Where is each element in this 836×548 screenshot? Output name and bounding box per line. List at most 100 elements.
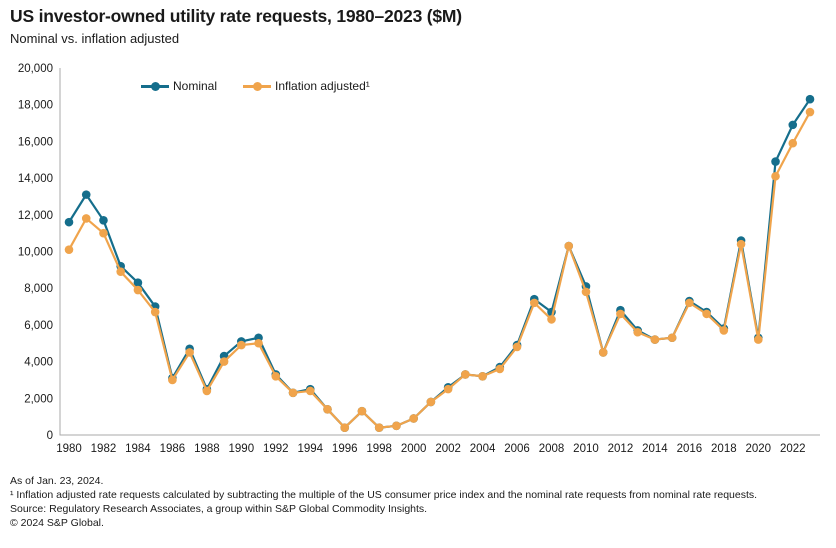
inflation-adjusted-data-point: [392, 421, 401, 431]
inflation-adjusted-data-point: [788, 138, 798, 148]
inflation-adjusted-data-point: [202, 386, 212, 396]
nominal-data-point: [99, 216, 108, 225]
x-tick-label: 1986: [160, 443, 186, 455]
y-tick-label: 0: [47, 430, 53, 442]
inflation-adjusted-data-point: [81, 214, 91, 223]
inflation-adjusted-data-point: [271, 371, 281, 381]
inflation-adjusted-data-point: [547, 315, 556, 324]
inflation-adjusted-data-point: [616, 309, 625, 319]
inflation-adjusted-data-point: [719, 326, 729, 335]
y-tick-label: 8,000: [24, 283, 53, 295]
legend-item-nominal: Nominal: [141, 79, 217, 93]
y-tick-label: 10,000: [18, 247, 53, 259]
legend: Nominal Inflation adjusted¹: [141, 79, 370, 93]
nominal-data-point: [64, 217, 74, 227]
x-tick-label: 1994: [297, 443, 323, 455]
y-tick-label: 18,000: [18, 100, 53, 112]
inflation-adjusted-data-point: [495, 364, 505, 374]
x-tick-label: 1990: [229, 443, 255, 455]
y-tick-label: 6,000: [24, 320, 53, 332]
nominal-series-line: [68, 98, 811, 429]
inflation-adjusted-data-point: [478, 371, 487, 381]
inflation-adjusted-data-point: [288, 388, 298, 398]
inflation-adjusted-data-point: [323, 405, 332, 414]
copyright-line: © 2024 S&P Global.: [10, 517, 104, 529]
chart-subtitle: Nominal vs. inflation adjusted: [10, 31, 180, 46]
axis-lines: [59, 68, 820, 436]
legend-label-nominal: Nominal: [173, 79, 218, 93]
inflation-adjusted-data-point: [685, 298, 694, 308]
chart-title: US investor-owned utility rate requests,…: [10, 6, 462, 26]
inflation-adjusted-data-point: [512, 342, 522, 352]
x-tick-label: 1998: [366, 443, 392, 455]
inflation-adjusted-data-point: [771, 171, 780, 181]
inflation-adjusted-data-point: [667, 333, 677, 343]
y-tick-label: 20,000: [18, 63, 53, 75]
nominal-data-point: [133, 278, 143, 287]
inflation-adjusted-series-swatch-icon: [243, 81, 272, 91]
inflation-adjusted-data-point: [374, 423, 384, 432]
inflation-adjusted-data-point: [133, 285, 143, 295]
x-tick-label: 1988: [194, 443, 220, 455]
x-tick-label: 2014: [642, 443, 668, 455]
footer-notes: As of Jan. 23, 2024. ¹ Inflation adjuste…: [10, 474, 757, 530]
y-tick-label: 2,000: [24, 393, 53, 405]
inflation-adjusted-data-point: [529, 298, 539, 308]
inflation-adjusted-data-point: [426, 397, 436, 407]
legend-item-inflation-adjusted: Inflation adjusted¹: [243, 79, 370, 93]
x-tick-label: 1984: [125, 443, 151, 455]
inflation-adjusted-data-point: [357, 406, 367, 416]
inflation-adjusted-data-point: [443, 384, 453, 394]
inflation-adjusted-data-point: [99, 228, 108, 238]
inflation-adjusted-data-point: [633, 327, 642, 337]
x-tick-label: 2022: [780, 443, 806, 455]
inflation-adjusted-data-point: [564, 241, 574, 251]
legend-label-inflation-adjusted: Inflation adjusted¹: [275, 79, 370, 93]
inflation-adjusted-series-line: [68, 111, 811, 429]
inflation-adjusted-data-point: [702, 309, 711, 319]
inflation-adjusted-data-point: [116, 267, 125, 276]
inflation-adjusted-data-point: [185, 348, 194, 357]
nominal-series-swatch-icon: [141, 81, 169, 91]
inflation-adjusted-data-point: [254, 338, 263, 348]
x-tick-label: 2002: [435, 443, 461, 455]
x-tick-label: 1992: [263, 443, 289, 455]
x-tick-label: 2020: [746, 443, 772, 455]
inflation-adjusted-data-point: [409, 414, 418, 423]
y-tick-label: 16,000: [18, 136, 53, 148]
inflation-adjusted-data-point: [340, 423, 350, 432]
x-tick-label: 1980: [56, 443, 82, 455]
x-tick-label: 2018: [711, 443, 737, 455]
inflation-adjusted-data-point: [168, 375, 177, 385]
nominal-data-point: [771, 157, 780, 166]
as-of-date: As of Jan. 23, 2024.: [10, 475, 104, 487]
inflation-adjusted-data-point: [581, 287, 591, 297]
inflation-adjusted-data-point: [736, 239, 746, 249]
x-tick-label: 2008: [539, 443, 565, 455]
x-tick-label: 2006: [504, 443, 530, 455]
inflation-adjusted-data-point: [754, 335, 763, 344]
x-tick-label: 1982: [91, 443, 117, 455]
x-tick-label: 2010: [573, 443, 599, 455]
inflation-adjusted-data-point: [805, 107, 815, 117]
x-tick-label: 2000: [401, 443, 427, 455]
inflation-adjusted-data-point: [598, 348, 608, 357]
inflation-adjusted-data-point: [650, 335, 660, 344]
inflation-adjusted-data-point: [461, 370, 470, 379]
y-tick-label: 12,000: [18, 210, 53, 222]
footnote: ¹ Inflation adjusted rate requests calcu…: [10, 489, 758, 501]
inflation-adjusted-data-point: [237, 340, 246, 350]
inflation-adjusted-data-point: [150, 307, 160, 317]
nominal-data-point: [805, 94, 815, 104]
x-tick-label: 2004: [470, 443, 496, 455]
y-tick-label: 4,000: [24, 357, 53, 369]
inflation-adjusted-data-point: [305, 386, 315, 396]
x-tick-label: 2012: [608, 443, 634, 455]
y-tick-label: 14,000: [18, 173, 53, 185]
inflation-adjusted-data-point: [64, 245, 74, 254]
nominal-data-point: [788, 120, 798, 130]
x-tick-label: 2016: [677, 443, 703, 455]
nominal-data-point: [81, 190, 91, 199]
